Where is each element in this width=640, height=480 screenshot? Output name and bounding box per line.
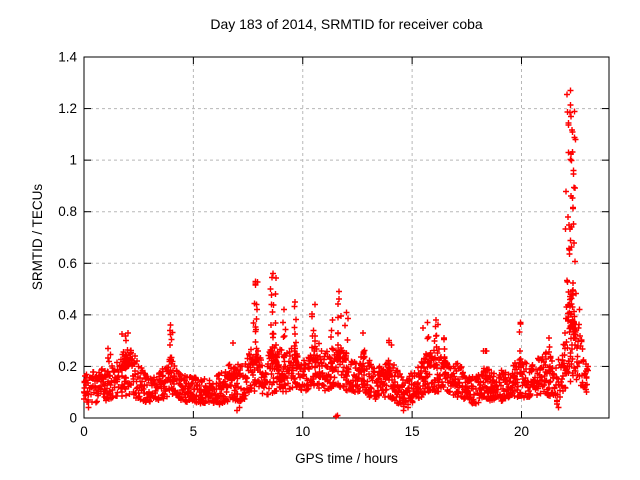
y-tick-label: 1.4	[58, 50, 77, 65]
data-points	[81, 87, 591, 420]
y-tick-label: 1	[69, 153, 77, 168]
x-tick-label: 15	[405, 424, 420, 439]
x-tick-label: 20	[514, 424, 529, 439]
plot-border	[83, 56, 610, 419]
y-tick-label: 1.2	[58, 101, 77, 116]
y-tick-label: 0.4	[58, 307, 77, 322]
x-tick-label: 10	[295, 424, 310, 439]
y-tick-label: 0.8	[58, 204, 77, 219]
y-tick-label: 0.2	[58, 359, 77, 374]
y-tick-label: 0.6	[58, 256, 77, 271]
chart-title: Day 183 of 2014, SRMTID for receiver cob…	[210, 16, 483, 32]
y-tick-label: 0	[69, 411, 77, 426]
x-tick-label: 0	[80, 424, 88, 439]
x-axis-label: GPS time / hours	[295, 451, 398, 466]
x-tick-label: 5	[190, 424, 198, 439]
